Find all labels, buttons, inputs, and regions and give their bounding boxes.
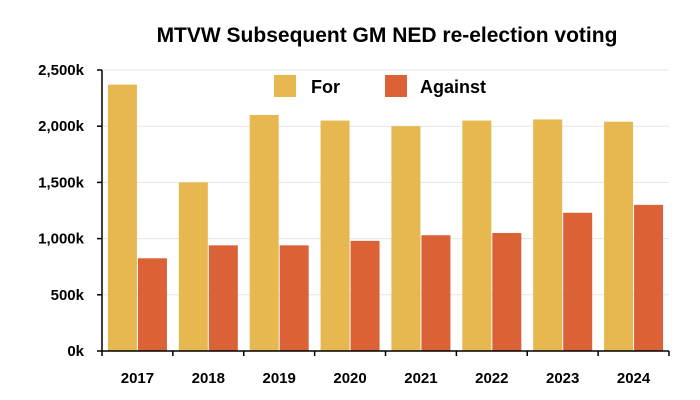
x-tick-label: 2021	[404, 370, 437, 387]
x-axis-ticks: 2017 2018 2019 2020 2021 2022 2023 2024	[121, 370, 651, 387]
y-tick-label: 500k	[51, 287, 85, 304]
bar-for-2024	[604, 121, 634, 351]
x-tick-label: 2017	[121, 370, 154, 387]
bar-for-2023	[533, 119, 563, 352]
bar-against-2021	[421, 235, 451, 351]
y-tick-label: 0k	[67, 343, 84, 360]
legend: For Against	[274, 75, 486, 97]
bar-for-2018	[178, 182, 208, 351]
bar-against-2017	[137, 258, 167, 351]
chart-title: MTVW Subsequent GM NED re-election votin…	[157, 24, 618, 47]
bar-for-2019	[249, 114, 279, 352]
bar-against-2019	[279, 245, 309, 351]
x-tick-label: 2018	[192, 370, 225, 387]
bar-for-2021	[391, 126, 421, 351]
legend-label-for: For	[311, 77, 340, 97]
x-tick-label: 2023	[546, 370, 579, 387]
bar-against-2018	[208, 245, 238, 351]
bar-against-2022	[492, 232, 522, 351]
x-tick-label: 2022	[475, 370, 508, 387]
bar-for-2017	[107, 84, 137, 351]
legend-swatch-for	[274, 75, 296, 97]
y-axis-ticks: 0k 500k 1,000k 1,500k 2,000k 2,500k	[38, 62, 85, 360]
legend-label-against: Against	[420, 77, 486, 97]
y-tick-label: 2,000k	[38, 118, 85, 135]
x-tick-label: 2020	[333, 370, 366, 387]
y-tick-label: 1,000k	[38, 231, 85, 248]
bar-against-2023	[563, 212, 593, 351]
x-tick-label: 2019	[263, 370, 296, 387]
bars	[107, 84, 664, 352]
x-tick-label: 2024	[617, 370, 651, 387]
bar-for-2022	[462, 120, 492, 351]
bar-against-2024	[634, 204, 664, 351]
axes	[97, 69, 670, 356]
bar-against-2020	[350, 240, 380, 351]
bar-for-2020	[320, 120, 350, 351]
legend-swatch-against	[385, 75, 407, 97]
y-tick-label: 1,500k	[38, 174, 85, 191]
y-tick-label: 2,500k	[38, 62, 85, 79]
